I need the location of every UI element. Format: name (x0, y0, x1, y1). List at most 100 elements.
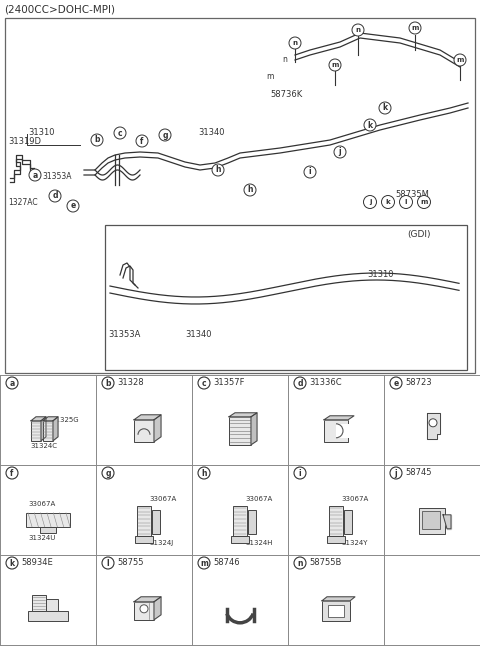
Text: 58746: 58746 (213, 558, 240, 567)
Circle shape (304, 166, 316, 178)
Circle shape (91, 134, 103, 146)
Circle shape (6, 557, 18, 569)
Bar (134, 602, 154, 620)
Circle shape (136, 135, 148, 147)
Text: (2400CC>DOHC-MPI): (2400CC>DOHC-MPI) (4, 4, 115, 14)
Text: b: b (105, 378, 111, 387)
Text: n: n (282, 55, 287, 64)
Circle shape (67, 200, 79, 212)
Circle shape (334, 146, 346, 158)
Text: 58736K: 58736K (270, 90, 302, 99)
Text: g: g (162, 130, 168, 140)
Polygon shape (154, 415, 161, 442)
Bar (135, 536, 153, 543)
Circle shape (294, 557, 306, 569)
Circle shape (102, 377, 114, 389)
Text: n: n (356, 27, 360, 33)
Bar (322, 601, 350, 621)
Bar (419, 508, 445, 533)
Circle shape (363, 195, 376, 208)
Bar (328, 605, 344, 617)
Text: m: m (331, 62, 339, 68)
Text: i: i (309, 167, 312, 177)
Text: 31353A: 31353A (108, 330, 140, 339)
Text: c: c (118, 129, 122, 138)
Polygon shape (324, 416, 354, 420)
Text: g: g (105, 469, 111, 478)
Text: h: h (247, 186, 253, 195)
Polygon shape (31, 417, 46, 421)
Polygon shape (443, 515, 451, 529)
Text: j: j (369, 199, 371, 205)
Bar (26, 513, 70, 527)
Bar (344, 510, 352, 533)
Text: a: a (32, 171, 37, 180)
Text: 58755B: 58755B (309, 558, 341, 567)
Circle shape (429, 419, 437, 427)
Bar (329, 506, 343, 536)
Text: d: d (52, 191, 58, 201)
Polygon shape (251, 413, 257, 445)
Circle shape (329, 59, 341, 71)
Circle shape (289, 37, 301, 49)
Circle shape (198, 557, 210, 569)
Text: e: e (71, 201, 76, 210)
Bar (248, 510, 256, 533)
Bar (105, 225, 467, 370)
Bar (31, 421, 41, 441)
Circle shape (102, 467, 114, 479)
Text: b: b (94, 136, 100, 145)
Circle shape (382, 195, 395, 208)
Text: c: c (202, 378, 206, 387)
Text: m: m (200, 559, 208, 567)
Polygon shape (41, 417, 46, 441)
Bar (5, 18, 475, 373)
Text: m: m (456, 57, 464, 63)
Text: 58723: 58723 (405, 378, 432, 387)
Text: k: k (385, 199, 390, 205)
Circle shape (102, 557, 114, 569)
Text: m: m (266, 72, 274, 81)
Text: 31357F: 31357F (213, 378, 244, 387)
Circle shape (198, 377, 210, 389)
Text: 31328: 31328 (117, 378, 144, 387)
Text: 31340: 31340 (198, 128, 225, 137)
Text: i: i (299, 469, 301, 478)
Circle shape (159, 129, 171, 141)
Circle shape (399, 195, 412, 208)
Text: n: n (292, 40, 298, 46)
Bar (231, 536, 249, 543)
Text: 1327AC: 1327AC (8, 198, 37, 207)
Text: 31324U: 31324U (28, 535, 55, 541)
Text: 31324J: 31324J (149, 540, 173, 546)
Text: n: n (297, 559, 303, 567)
Text: j: j (395, 469, 397, 478)
Circle shape (409, 22, 421, 34)
Text: 31325G: 31325G (51, 417, 79, 422)
Text: 58745: 58745 (405, 468, 432, 477)
Circle shape (379, 102, 391, 114)
Text: e: e (394, 378, 398, 387)
Polygon shape (229, 413, 257, 417)
Bar (40, 527, 56, 533)
Text: 31310: 31310 (28, 128, 55, 137)
Bar (137, 506, 151, 536)
Bar (229, 417, 251, 445)
Circle shape (294, 377, 306, 389)
Text: 31336C: 31336C (309, 378, 342, 387)
Circle shape (352, 24, 364, 36)
Circle shape (390, 377, 402, 389)
Circle shape (6, 467, 18, 479)
Text: 33067A: 33067A (149, 496, 176, 502)
Bar (233, 506, 247, 536)
Bar (336, 424, 350, 438)
Bar (43, 421, 53, 441)
Circle shape (454, 54, 466, 66)
Bar (28, 611, 68, 621)
Circle shape (212, 164, 224, 176)
Circle shape (244, 184, 256, 196)
Text: 33067A: 33067A (28, 501, 55, 507)
Circle shape (390, 467, 402, 479)
Circle shape (418, 195, 431, 208)
Text: d: d (297, 378, 303, 387)
